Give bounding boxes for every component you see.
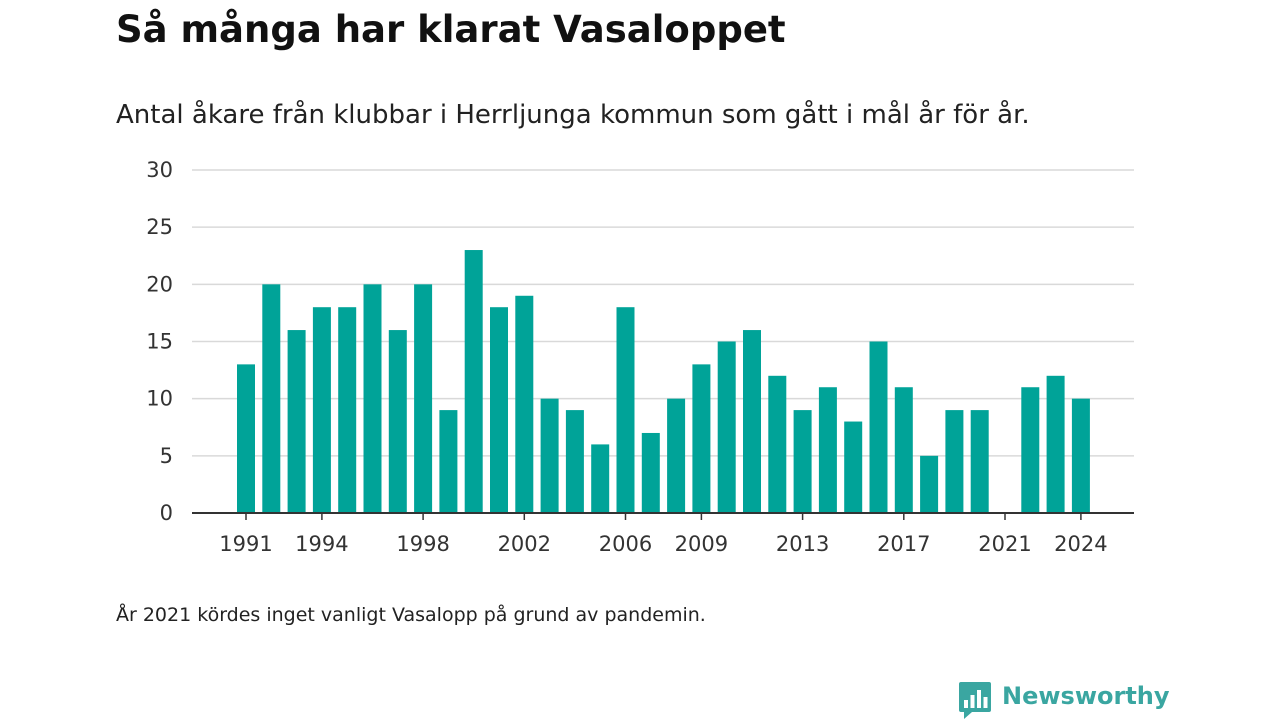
bar [515,295,534,513]
bar [1046,375,1065,513]
chart-title: Så många har klarat Vasaloppet [116,8,786,51]
y-tick-label: 0 [160,501,173,525]
bar [262,284,281,513]
x-tick-label: 2009 [675,532,728,556]
x-tick-label: 1998 [396,532,449,556]
newsworthy-logo-icon [959,682,991,719]
bar [565,410,584,513]
x-tick-label: 2021 [978,532,1031,556]
bar [540,398,559,513]
bar [894,387,913,513]
x-tick-label: 2024 [1054,532,1107,556]
bar [388,330,407,513]
bar [490,307,508,513]
bar [717,341,736,513]
bar [616,307,635,513]
bar [641,432,660,513]
bar [363,284,382,513]
bar [414,284,433,513]
x-tick-label: 2017 [877,532,930,556]
grid-lines [192,169,1134,457]
x-tick-label: 2002 [498,532,551,556]
bar [439,410,458,513]
x-tick-label: 1991 [219,532,272,556]
y-tick-label: 5 [160,444,173,468]
bar [844,421,863,513]
bar [667,398,686,513]
y-tick-label: 20 [146,272,173,296]
bar [312,307,331,513]
x-tick-label: 1994 [295,532,348,556]
bar-chart: 0 5 10 15 20 25 30 1991 1994 1998 2002 2006 2009 201… [146,158,1134,556]
bar [1021,387,1040,513]
x-tick-label: 2006 [599,532,652,556]
bar [1071,398,1090,513]
bar [287,330,306,513]
brand-name: Newsworthy [1002,682,1170,710]
y-tick-label: 15 [146,330,173,354]
bar [338,307,357,513]
footnote: År 2021 kördes inget vanligt Vasalopp på… [116,604,706,626]
bar [464,250,483,514]
y-axis-ticks: 0 5 10 15 20 25 30 [146,158,173,525]
bar [743,330,761,513]
bar [945,410,964,513]
bars [237,250,1090,514]
y-tick-label: 10 [146,387,173,411]
x-tick-label: 2013 [776,532,829,556]
x-axis-ticks: 1991 1994 1998 2002 2006 2009 2013 2017 2021 2024 [219,513,1108,556]
bar [692,364,711,513]
bar [591,444,610,513]
y-tick-label: 30 [146,158,173,182]
bar [818,387,837,513]
y-tick-label: 25 [146,215,173,239]
bar [920,455,939,513]
bar [869,341,888,513]
bar [237,364,255,513]
bar [793,410,812,513]
brand-logo: Newsworthy [958,680,1170,720]
bar [768,375,787,513]
chart-subtitle: Antal åkare från klubbar i Herrljunga ko… [116,100,1030,130]
bar [970,410,989,513]
